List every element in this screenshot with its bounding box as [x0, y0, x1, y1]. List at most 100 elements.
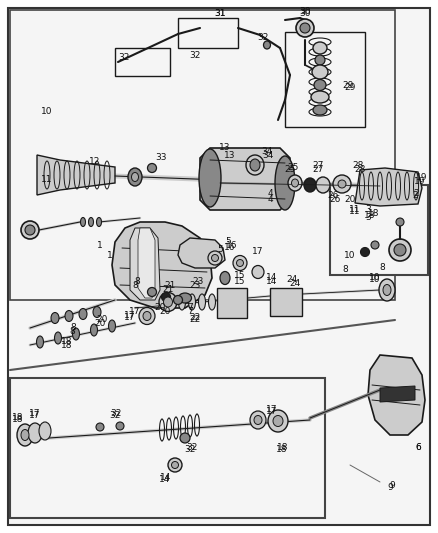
Text: 17: 17 [29, 410, 41, 419]
Text: 18: 18 [364, 211, 376, 220]
Bar [330, 185, 428, 275]
Polygon shape [380, 386, 415, 402]
Ellipse shape [162, 293, 170, 302]
Ellipse shape [379, 279, 395, 301]
Text: 34: 34 [262, 150, 274, 159]
Ellipse shape [93, 306, 101, 318]
Text: 8: 8 [69, 327, 75, 336]
Text: 22: 22 [189, 316, 201, 325]
Ellipse shape [39, 422, 51, 440]
Ellipse shape [17, 424, 33, 446]
Ellipse shape [316, 177, 330, 193]
Ellipse shape [79, 309, 87, 319]
Ellipse shape [338, 180, 346, 188]
Ellipse shape [313, 105, 327, 115]
Polygon shape [368, 355, 425, 435]
Text: 32: 32 [110, 410, 121, 419]
Text: 20: 20 [159, 308, 171, 317]
Ellipse shape [54, 332, 61, 344]
Text: 32: 32 [186, 443, 198, 453]
Text: 17: 17 [252, 247, 264, 256]
Ellipse shape [254, 416, 262, 424]
Text: 32: 32 [189, 51, 201, 60]
Ellipse shape [51, 312, 59, 324]
Text: 2: 2 [413, 189, 419, 198]
Text: 14: 14 [159, 475, 171, 484]
Ellipse shape [264, 41, 271, 49]
Ellipse shape [383, 285, 391, 295]
Text: 30: 30 [299, 10, 311, 19]
Text: 8: 8 [132, 280, 138, 289]
Ellipse shape [250, 411, 266, 429]
Text: 25: 25 [287, 163, 299, 172]
Polygon shape [355, 168, 422, 206]
Ellipse shape [172, 462, 179, 469]
Ellipse shape [188, 294, 195, 310]
Text: 34: 34 [261, 148, 273, 157]
Ellipse shape [312, 65, 328, 79]
Ellipse shape [360, 247, 370, 256]
Ellipse shape [96, 217, 102, 227]
Ellipse shape [268, 410, 288, 432]
Ellipse shape [143, 311, 151, 320]
Text: 7: 7 [187, 308, 193, 317]
Text: 10: 10 [41, 108, 53, 117]
Ellipse shape [250, 159, 260, 171]
Text: 21: 21 [164, 281, 176, 290]
Ellipse shape [128, 168, 142, 186]
Text: 28: 28 [354, 166, 366, 174]
Ellipse shape [394, 244, 406, 256]
Bar [270, 288, 302, 316]
Ellipse shape [300, 23, 310, 33]
Text: 32: 32 [257, 34, 268, 43]
Text: 25: 25 [284, 166, 296, 174]
Ellipse shape [21, 430, 29, 440]
Ellipse shape [212, 254, 219, 262]
Text: 18: 18 [12, 414, 24, 423]
Text: 4: 4 [267, 196, 273, 205]
Text: 22: 22 [189, 313, 201, 322]
Text: 3: 3 [365, 214, 371, 222]
Polygon shape [200, 148, 290, 210]
Ellipse shape [36, 336, 43, 348]
Text: 7: 7 [187, 303, 193, 312]
Text: 8: 8 [134, 278, 140, 287]
Ellipse shape [252, 265, 264, 279]
Text: 14: 14 [266, 273, 278, 282]
Text: 14: 14 [160, 473, 172, 482]
Text: 26: 26 [329, 196, 341, 205]
Ellipse shape [25, 225, 35, 235]
Bar [217, 288, 247, 318]
Text: 10: 10 [369, 276, 381, 285]
Ellipse shape [179, 294, 186, 310]
Ellipse shape [139, 308, 155, 325]
Text: 10: 10 [369, 273, 381, 282]
Text: 5: 5 [217, 246, 223, 254]
Ellipse shape [304, 178, 316, 192]
Text: 27: 27 [312, 166, 324, 174]
Text: 5: 5 [225, 238, 231, 246]
Text: 8: 8 [379, 263, 385, 272]
Ellipse shape [275, 156, 295, 210]
Ellipse shape [313, 42, 327, 54]
Text: 20: 20 [344, 196, 356, 205]
Text: 13: 13 [224, 150, 236, 159]
Text: 6: 6 [415, 442, 421, 451]
Ellipse shape [315, 55, 325, 65]
Text: 20: 20 [94, 319, 106, 327]
Ellipse shape [311, 91, 329, 103]
Text: 11: 11 [349, 206, 361, 214]
Ellipse shape [233, 255, 247, 271]
Ellipse shape [220, 271, 230, 285]
Text: 18: 18 [368, 208, 380, 217]
Ellipse shape [81, 217, 85, 227]
Ellipse shape [179, 293, 191, 303]
Bar [285, 32, 365, 127]
Text: 18: 18 [12, 416, 24, 424]
Bar [115, 48, 170, 76]
Text: 8: 8 [70, 324, 76, 333]
Text: 18: 18 [61, 341, 73, 350]
Text: 18: 18 [276, 446, 288, 455]
Ellipse shape [273, 416, 283, 426]
Ellipse shape [198, 294, 205, 310]
